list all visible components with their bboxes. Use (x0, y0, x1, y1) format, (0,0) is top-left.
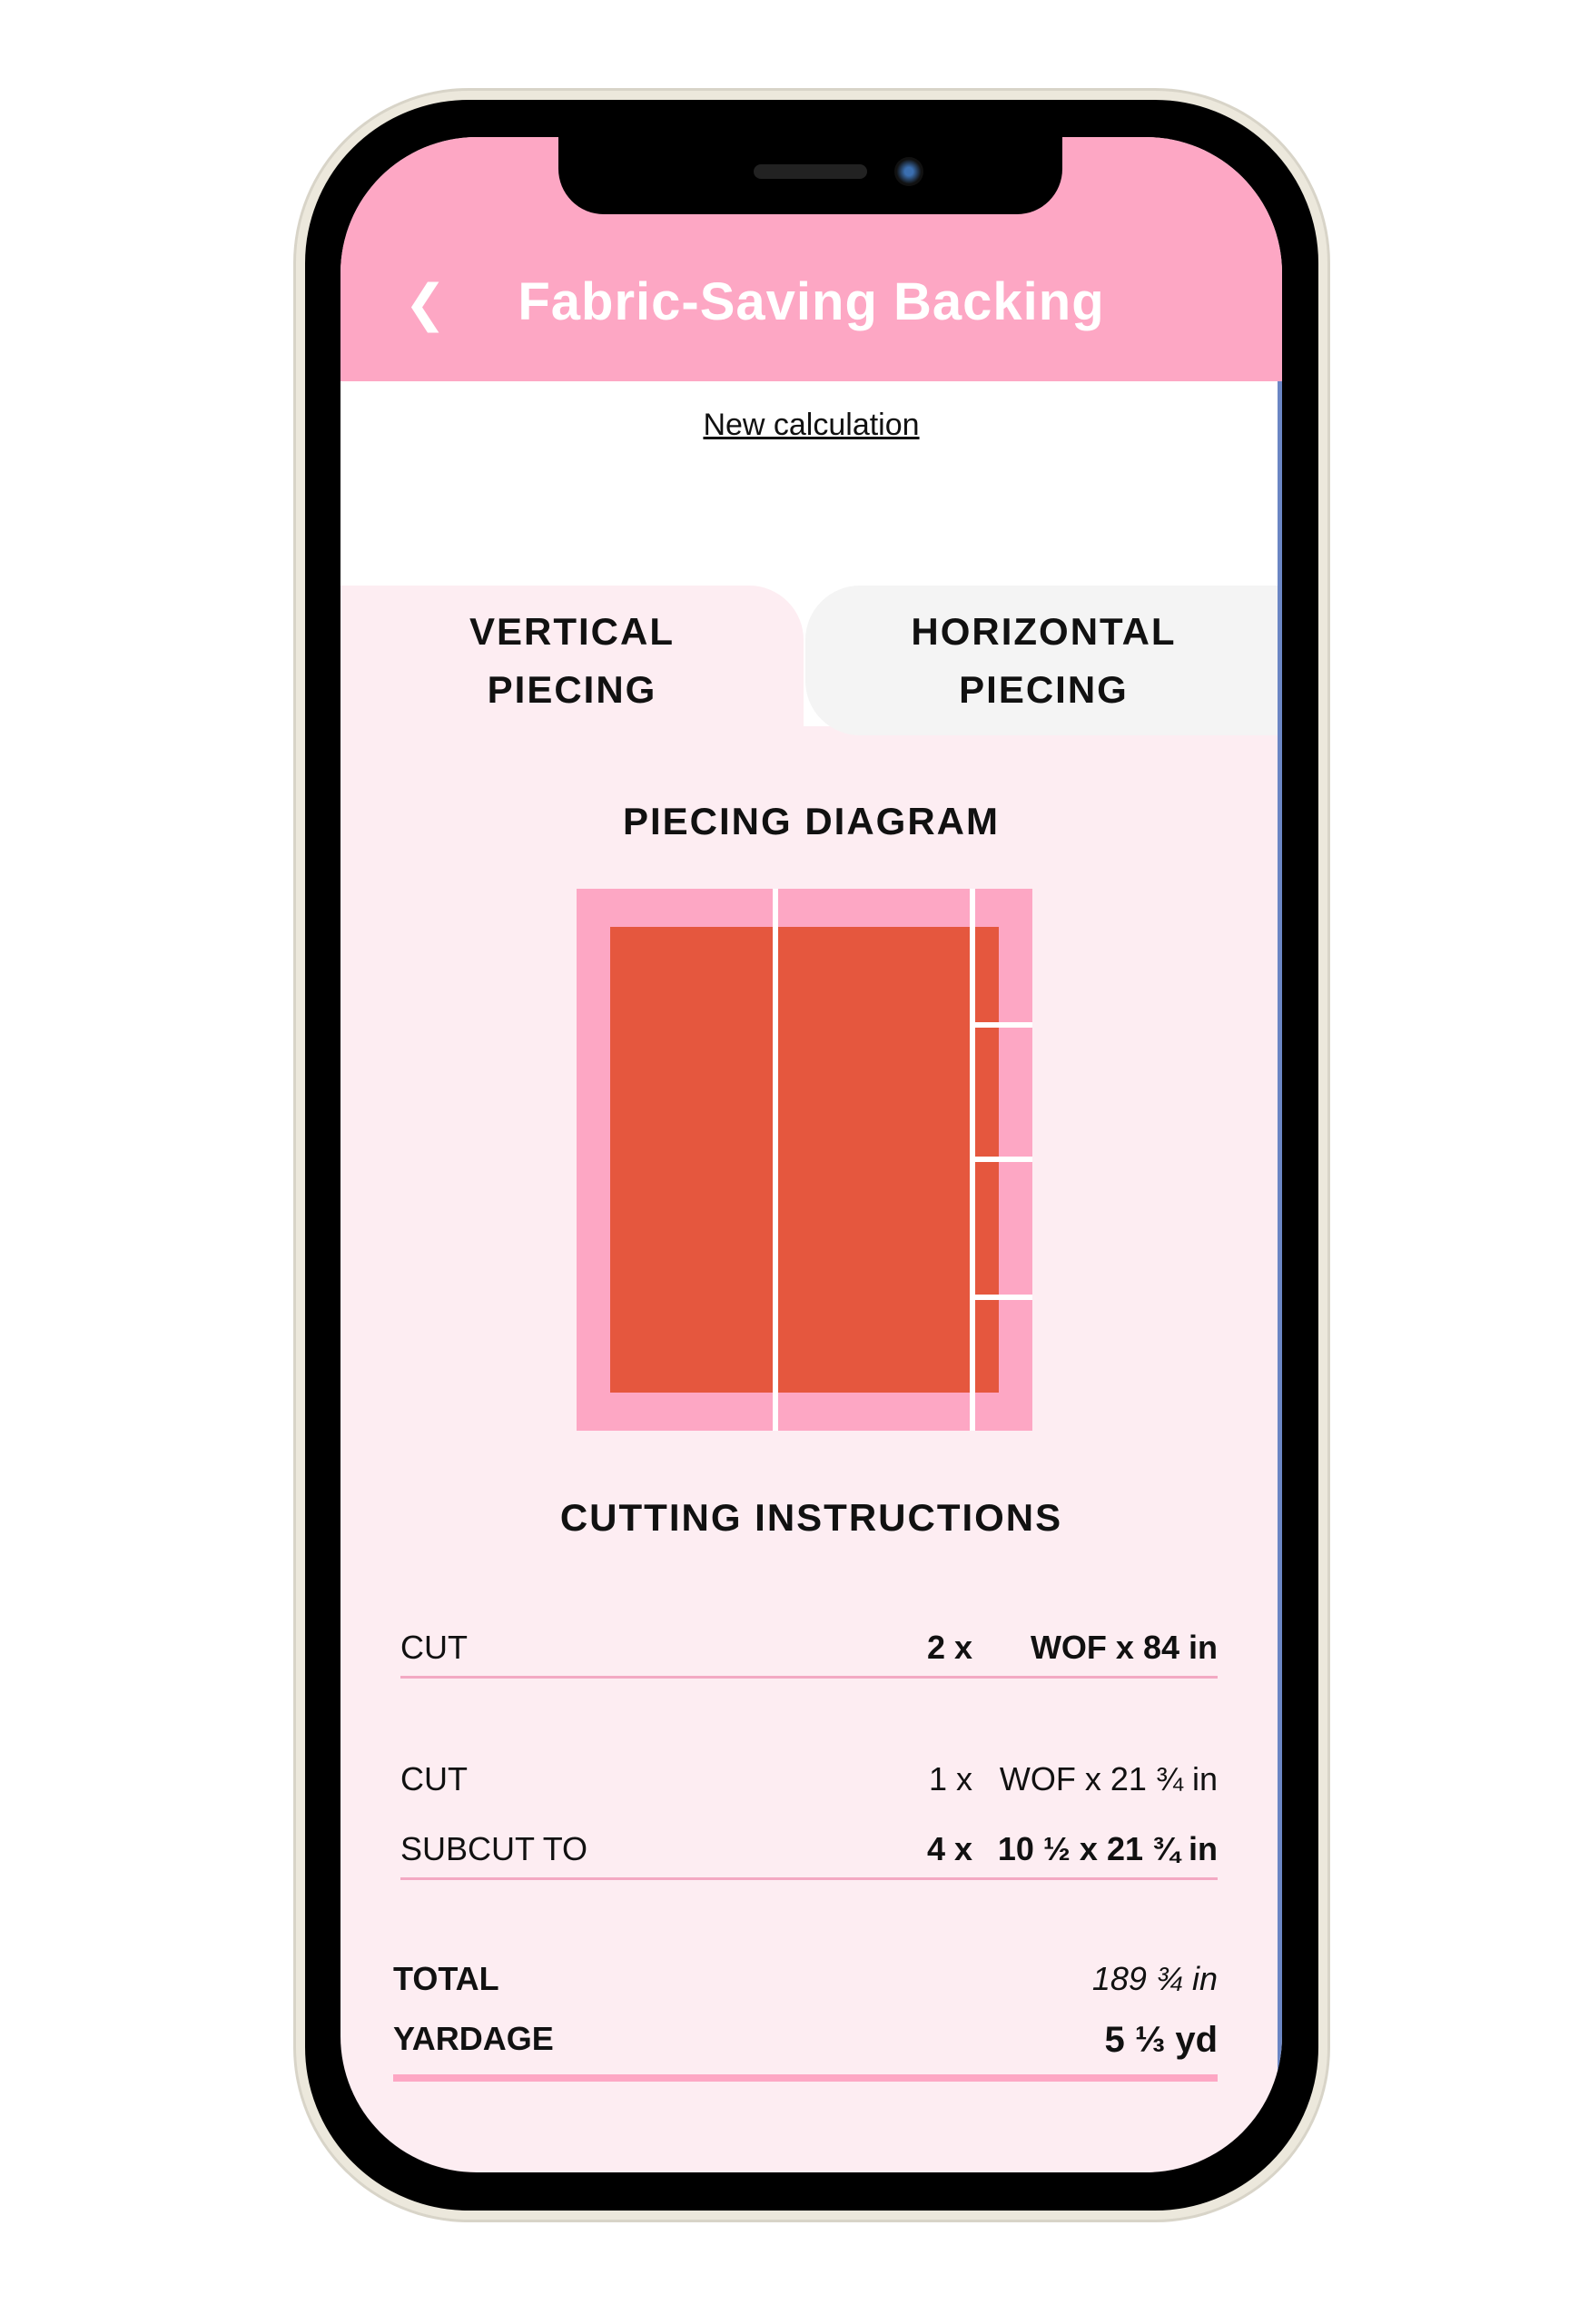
tab-label: VERTICAL PIECING (469, 609, 675, 711)
screen: ❮ Fabric-Saving Backing New calculation … (340, 137, 1282, 2172)
row-label: CUT (400, 1760, 468, 1797)
total-value: 189 ¾ in (1091, 1960, 1218, 1997)
seam-line (970, 1157, 1032, 1162)
seam-line (970, 1295, 1032, 1300)
diagram-title: PIECING DIAGRAM (622, 800, 1000, 842)
seam-line (970, 1022, 1032, 1028)
cutting-title: CUTTING INSTRUCTIONS (559, 1496, 1063, 1539)
row-dim: WOF x 21 ¾ in (999, 1760, 1218, 1797)
row-label: CUT (400, 1629, 468, 1666)
row-qty: 4 x (926, 1830, 972, 1867)
row-dim: WOF x 84 in (1030, 1629, 1218, 1666)
divider (400, 1877, 1218, 1880)
row-label: SUBCUT TO (400, 1830, 588, 1867)
tab-vertical-piecing[interactable]: VERTICAL PIECING (340, 586, 804, 735)
piecing-diagram (577, 889, 1032, 1431)
total-label: TOTAL (393, 1960, 499, 1997)
yardage-value: 5 ⅓ yd (1104, 2020, 1218, 2060)
quilt-top (610, 927, 999, 1393)
row-qty: 1 x (928, 1760, 972, 1797)
tab-horizontal-piecing[interactable]: HORIZONTAL PIECING (805, 586, 1282, 735)
yardage-label: YARDAGE (393, 2020, 554, 2057)
scrollbar[interactable] (1278, 381, 1282, 2161)
tab-label: HORIZONTAL PIECING (911, 609, 1177, 711)
speaker (754, 164, 867, 179)
divider (400, 1676, 1218, 1679)
notch (558, 137, 1062, 214)
divider (393, 2074, 1218, 2082)
page-title: Fabric-Saving Backing (518, 272, 1105, 331)
new-calculation-link[interactable]: New calculation (703, 408, 920, 442)
row-qty: 2 x (926, 1629, 972, 1666)
row-dim: 10 ½ x 21 ¾ in (997, 1830, 1218, 1867)
camera (894, 157, 923, 186)
chevron-left-icon[interactable]: ❮ (404, 274, 447, 331)
seam-line (773, 889, 778, 1431)
